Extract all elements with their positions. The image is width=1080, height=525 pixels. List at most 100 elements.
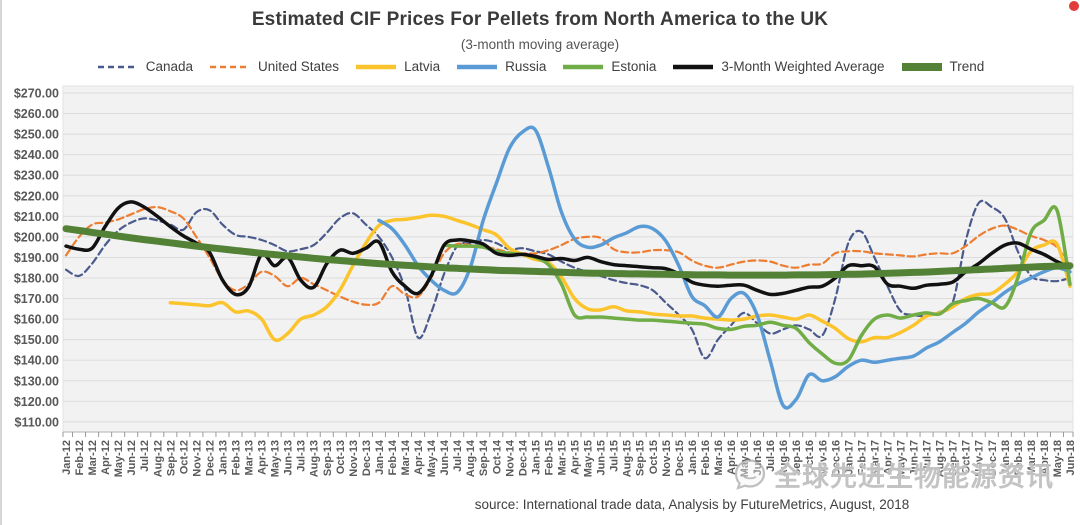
svg-text:Feb-13: Feb-13 [231,440,243,475]
svg-text:$140.00: $140.00 [14,354,59,368]
svg-text:Jan-16: Jan-16 [687,440,699,475]
svg-text:$110.00: $110.00 [15,415,60,429]
legend-label: Russia [505,59,547,74]
red-corner-mark [1069,1,1079,11]
svg-text:Jul-14: Jul-14 [452,439,464,472]
svg-text:Sep-12: Sep-12 [165,440,177,476]
svg-text:Jan-13: Jan-13 [217,440,229,475]
svg-text:Oct-17: Oct-17 [961,440,973,474]
svg-text:Jun-15: Jun-15 [596,440,608,475]
svg-text:Jun-13: Jun-13 [283,440,295,475]
legend-label: United States [258,59,340,74]
svg-text:$250.00: $250.00 [14,128,59,142]
svg-text:Aug-15: Aug-15 [622,440,634,477]
svg-text:Oct-16: Oct-16 [804,440,816,474]
svg-text:Dec-12: Dec-12 [204,440,216,476]
svg-text:Mar-16: Mar-16 [713,440,725,475]
legend-label: 3-Month Weighted Average [721,59,885,74]
svg-text:$230.00: $230.00 [14,169,59,183]
russia-line-sample-icon [457,64,498,69]
svg-text:$240.00: $240.00 [14,148,59,162]
legend-label: Estonia [611,59,657,74]
svg-text:Mar-18: Mar-18 [1026,440,1038,475]
svg-text:$190.00: $190.00 [14,251,59,265]
svg-text:Oct-14: Oct-14 [491,439,503,474]
united-states-line-sample-icon [210,65,251,68]
canada-line-sample-icon [97,65,138,68]
legend-item-united-states: United States [208,59,339,74]
svg-text:May-12: May-12 [113,440,125,477]
svg-text:Sep-13: Sep-13 [322,440,334,476]
svg-text:Jan-14: Jan-14 [374,439,386,475]
svg-text:May-13: May-13 [270,440,282,477]
left-edge-strip [0,0,2,525]
svg-text:Jun-12: Jun-12 [126,440,138,475]
svg-text:Apr-17: Apr-17 [882,440,894,475]
svg-text:May-18: May-18 [1052,440,1064,477]
svg-text:Jun-17: Jun-17 [909,440,921,475]
svg-text:Feb-16: Feb-16 [700,440,712,475]
svg-text:$130.00: $130.00 [14,374,59,388]
svg-text:Nov-16: Nov-16 [817,440,829,477]
estonia-line-sample-icon [563,64,604,69]
svg-text:Dec-17: Dec-17 [987,440,999,476]
svg-text:Jul-13: Jul-13 [296,440,308,472]
svg-text:$170.00: $170.00 [14,292,59,306]
legend-item-latvia: Latvia [354,59,440,74]
legend-label: Canada [145,59,194,74]
svg-text:Feb-14: Feb-14 [387,439,399,475]
svg-text:Jul-12: Jul-12 [139,440,151,472]
svg-text:May-14: May-14 [426,439,438,477]
svg-text:Apr-18: Apr-18 [1039,440,1051,475]
svg-text:Nov-13: Nov-13 [348,440,360,477]
svg-text:Mar-15: Mar-15 [556,440,568,475]
svg-text:Aug-16: Aug-16 [778,440,790,477]
svg-text:Jan-15: Jan-15 [530,440,542,475]
legend-item-weighted-average: 3-Month Weighted Average [671,59,885,74]
legend-label: Trend [949,59,985,74]
svg-text:Dec-16: Dec-16 [830,440,842,476]
svg-text:Jan-18: Jan-18 [1000,440,1012,475]
chart-legend: Canada United States Latvia Russia Eston… [0,59,1080,74]
svg-text:Apr-16: Apr-16 [726,440,738,475]
svg-text:Sep-15: Sep-15 [635,440,647,476]
svg-text:$180.00: $180.00 [14,271,59,285]
svg-text:Jun-14: Jun-14 [439,439,451,475]
svg-text:Sep-16: Sep-16 [791,440,803,476]
svg-text:$200.00: $200.00 [14,230,59,244]
svg-text:Nov-15: Nov-15 [661,440,673,477]
svg-text:May-17: May-17 [895,440,907,477]
svg-text:Nov-12: Nov-12 [191,440,203,477]
legend-item-estonia: Estonia [561,59,656,74]
svg-text:Jun-16: Jun-16 [752,440,764,475]
latvia-line-sample-icon [356,64,397,69]
legend-label: Latvia [404,59,441,74]
svg-text:Jul-16: Jul-16 [765,440,777,472]
source-note: source: International trade data, Analys… [474,497,910,512]
svg-text:Jan-12: Jan-12 [61,440,73,475]
svg-text:$120.00: $120.00 [14,395,59,409]
svg-text:$150.00: $150.00 [14,333,59,347]
svg-text:Oct-13: Oct-13 [335,440,347,474]
svg-text:Aug-13: Aug-13 [309,440,321,477]
legend-item-canada: Canada [96,59,193,74]
svg-text:$220.00: $220.00 [14,189,59,203]
svg-text:$260.00: $260.00 [14,107,59,121]
svg-text:Aug-12: Aug-12 [152,440,164,477]
svg-text:Sep-14: Sep-14 [478,439,490,476]
svg-text:Feb-12: Feb-12 [74,440,86,475]
svg-text:Mar-17: Mar-17 [869,440,881,475]
svg-text:May-16: May-16 [739,440,751,477]
legend-item-russia: Russia [455,59,546,74]
svg-text:Mar-13: Mar-13 [244,440,256,475]
svg-text:Dec-13: Dec-13 [361,440,373,476]
svg-text:Feb-18: Feb-18 [1013,440,1025,475]
svg-text:Jun-18: Jun-18 [1065,440,1077,475]
svg-text:Aug-17: Aug-17 [935,440,947,477]
trend-line-sample-icon [901,62,942,71]
svg-text:Jul-17: Jul-17 [922,440,934,472]
svg-text:Mar-12: Mar-12 [87,440,99,475]
svg-text:Nov-14: Nov-14 [504,439,516,477]
